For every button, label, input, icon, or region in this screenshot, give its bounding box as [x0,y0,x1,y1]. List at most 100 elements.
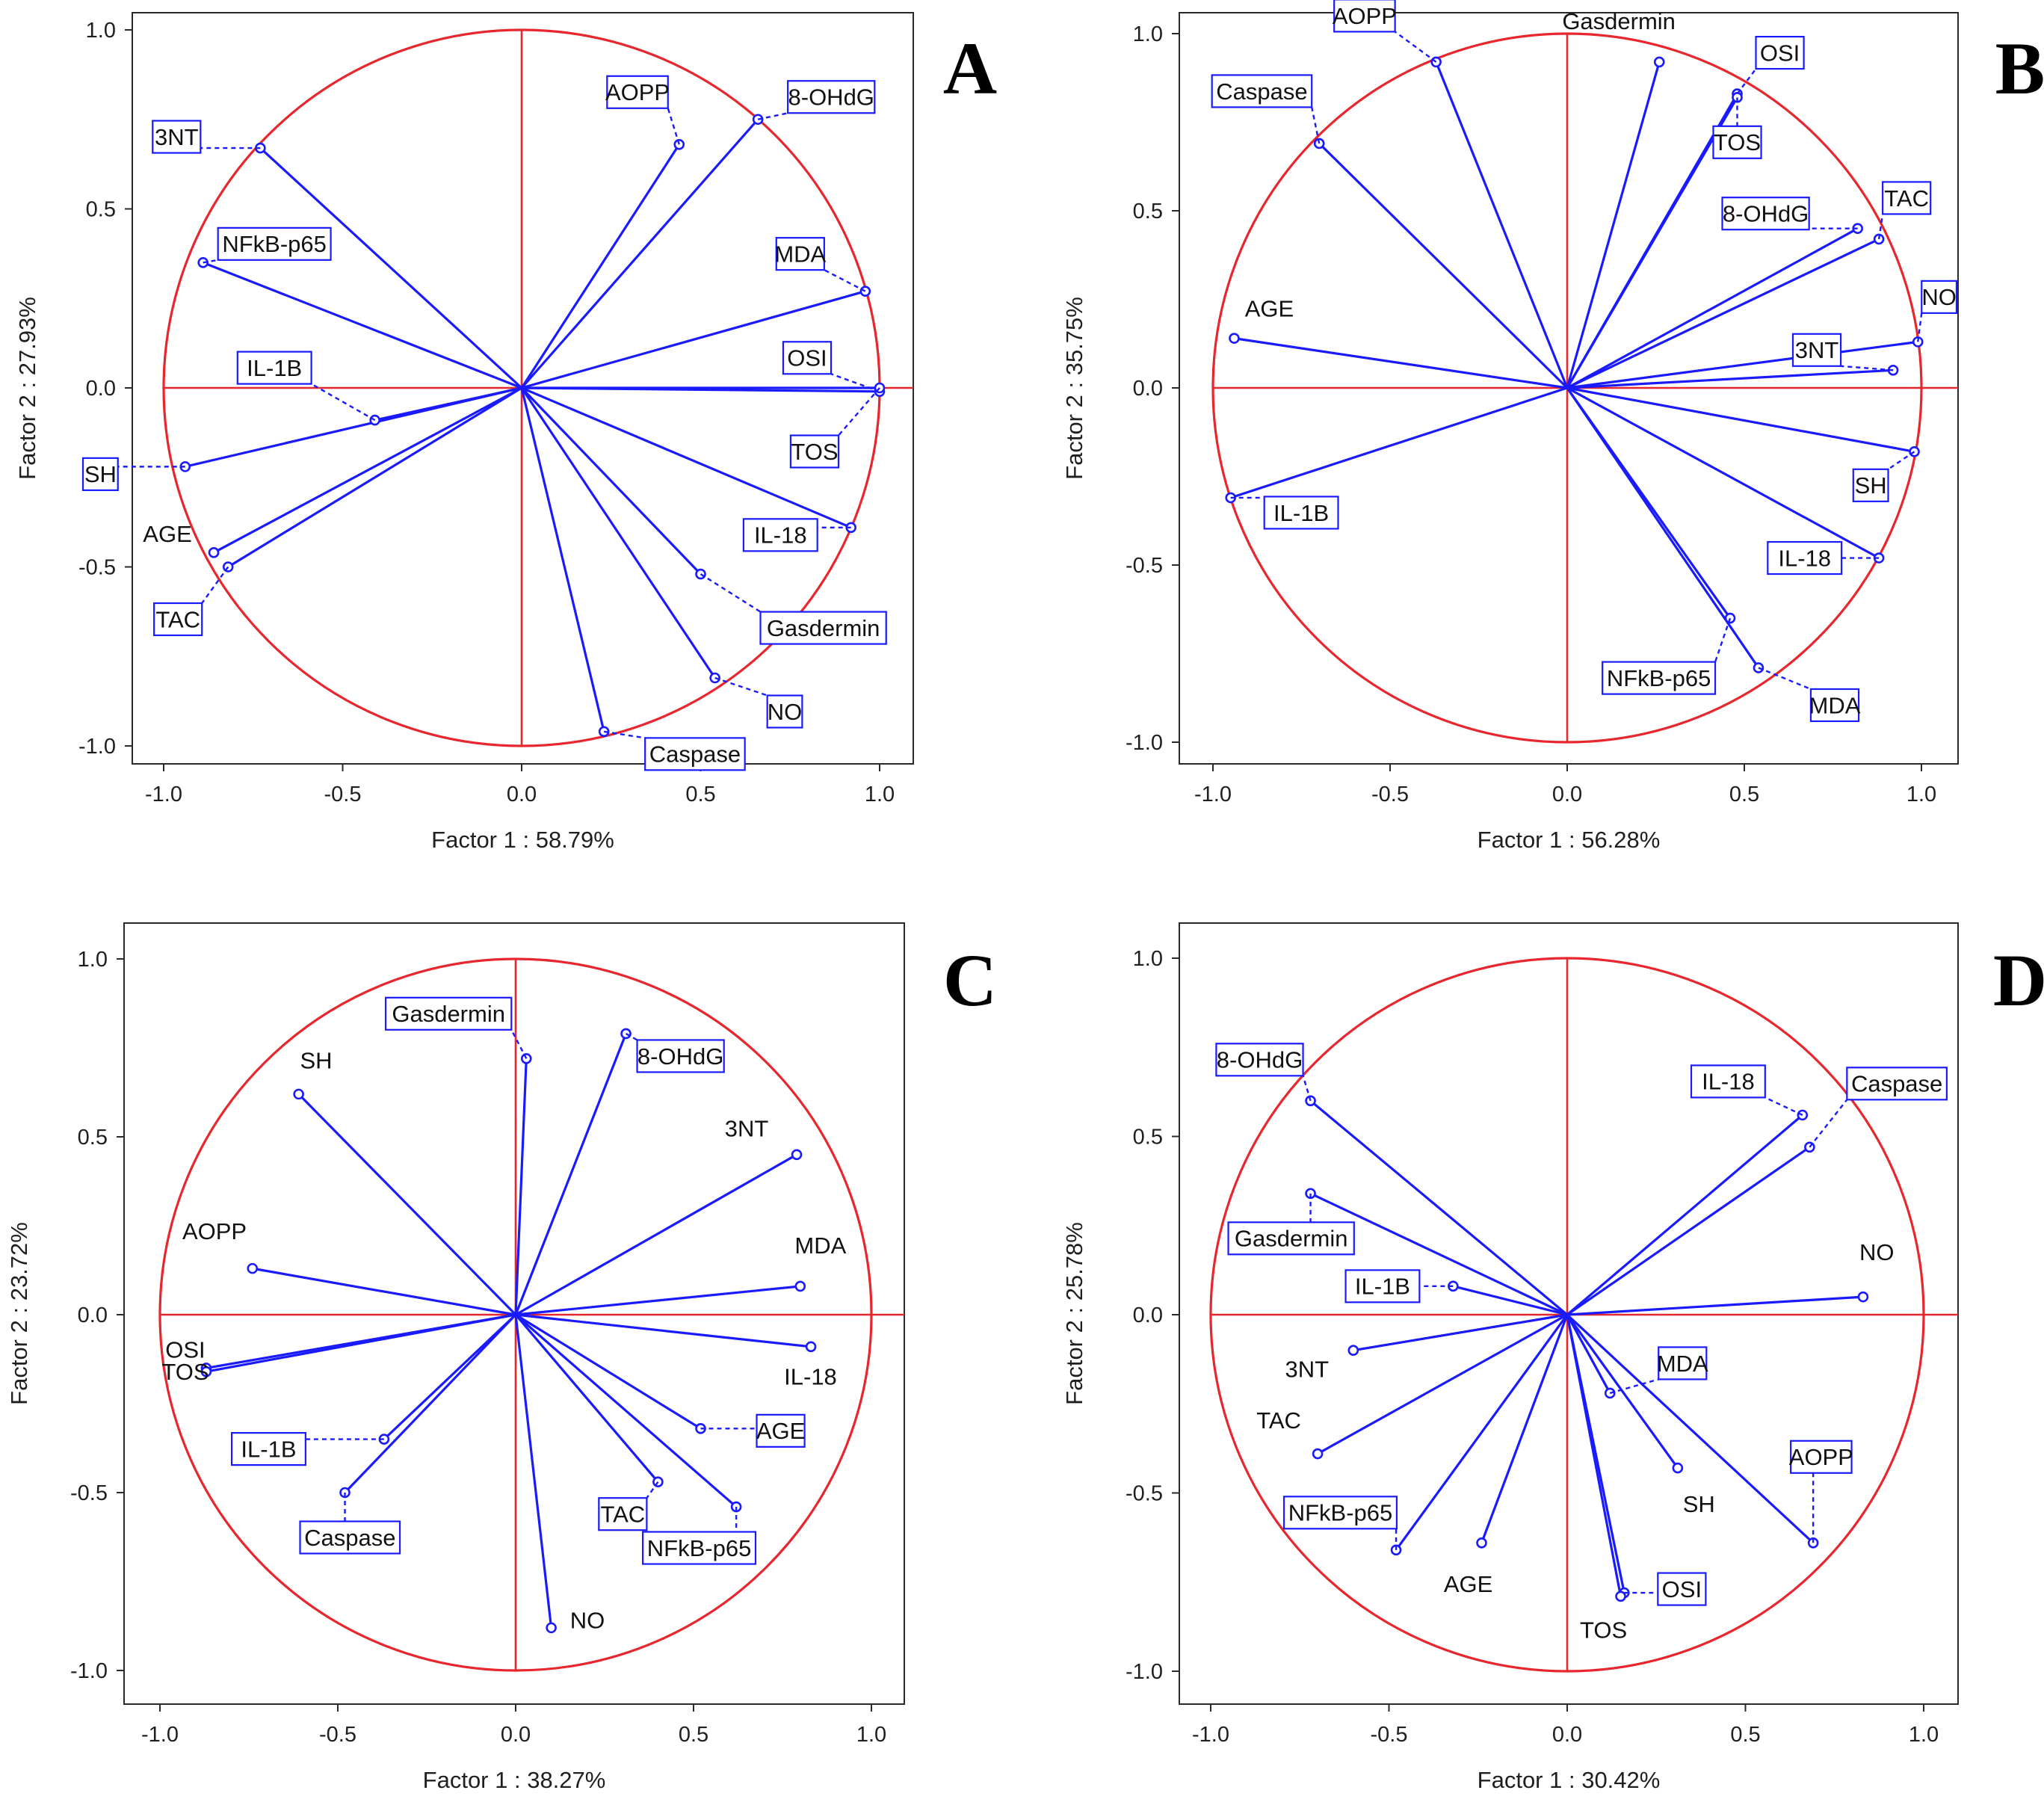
x-tick-label: -1.0 [141,1723,179,1747]
point-mda [794,1280,806,1292]
label-nfkb-p65: NFkB-p65 [1607,665,1711,691]
label-age: AGE [1444,1571,1492,1597]
label-box-nfkb-p65 [1602,661,1717,695]
leader-tac [646,1481,659,1499]
label-box-tac [1882,181,1932,215]
label-gasdermin: Gasdermin [767,615,880,641]
x-tick-label: -1.0 [145,783,182,806]
vector-nfkb-p65 [514,1313,738,1508]
label-box-caspase [644,737,746,771]
x-axis-title: Factor 1 : 30.42% [1478,1767,1661,1793]
point-age [1229,333,1240,344]
y-tick-label: -0.5 [1126,554,1163,578]
vector-3nt [259,146,523,389]
vector-il-18 [1566,1114,1803,1316]
y-tick-label: -0.5 [1126,1482,1163,1506]
vector-il-18 [515,1313,812,1348]
leader-mda [824,269,866,292]
y-tick-label: 0.5 [86,198,116,222]
x-tick-label: -0.5 [1371,783,1409,806]
vector-3nt [1566,368,1894,389]
vector-8-ohdg [1309,1099,1569,1316]
label-il-1b: IL-1B [1273,500,1329,526]
label-age: AGE [756,1418,805,1444]
label-box-gasdermin [759,611,887,645]
leader-gasdermin [510,1029,528,1059]
x-tick-label: 0.5 [679,1723,708,1747]
y-tick-label: 0.0 [1133,1303,1163,1327]
label-box-sh [81,457,119,491]
x-axis-title: Factor 1 : 58.79% [431,827,614,853]
y-tick-label: 1.0 [78,948,108,972]
vector-aopp [1566,1313,1815,1544]
label-box-no [766,694,803,729]
vector-il-1b [1452,1285,1568,1316]
label-no: NO [1859,1239,1895,1265]
y-tick-label: -0.5 [70,1481,108,1505]
vector-tos [206,1313,516,1373]
label-caspase: Caspase [649,741,741,768]
vector-gasdermin [1566,61,1661,389]
y-axis-title: Factor 2 : 25.78% [1061,1222,1087,1405]
y-tick-label: 1.0 [1133,947,1163,971]
label-8-ohdg: 8-OHdG [788,84,874,111]
x-tick-label: 0.5 [685,783,715,806]
label-box-nfkb-p65 [1282,1496,1398,1530]
label-aopp: AOPP [182,1218,247,1244]
y-tick-label: -1.0 [78,735,116,759]
point-gasdermin [1653,56,1665,68]
plot-frame [1179,922,1959,1705]
leader-no [714,676,768,697]
label-gasdermin: Gasdermin [1562,8,1676,34]
label-box-gasdermin [1227,1221,1355,1256]
label-3nt: 3NT [155,124,199,150]
leader-osi [1736,68,1757,95]
y-tick-label: -0.5 [78,556,116,580]
vector-gasdermin [520,386,702,576]
vector-caspase [344,1313,517,1494]
panel-letter: D [1993,939,2044,1022]
label-box-age [756,1413,806,1448]
leader-osi [830,373,880,392]
x-tick-label: -0.5 [319,1723,356,1747]
x-axis-title: Factor 1 : 38.27% [423,1767,606,1793]
vector-3nt [515,1153,797,1316]
x-tick-label: 0.5 [1730,1723,1760,1747]
leader-3nt [1840,365,1894,371]
label-box-nfkb-p65 [217,226,332,261]
panel-letter: C [943,939,997,1022]
label-box-tac [153,602,203,637]
y-tick-label: 0.0 [1133,377,1163,401]
leader-8-ohdg [1302,1075,1312,1102]
label-box-il-1b [1263,496,1339,530]
vector-mda [1566,387,1760,669]
vector-il-18 [1566,386,1880,559]
label-tac: TAC [1884,185,1929,212]
label-box-osi [1755,35,1805,70]
vector-no [1566,340,1918,389]
label-3nt: 3NT [1285,1357,1329,1383]
label-3nt: 3NT [725,1116,769,1142]
vector-aopp [252,1267,516,1316]
leader-8-ohdg [757,112,788,120]
x-tick-label: 0.0 [1552,783,1582,806]
leader-tos [838,387,880,436]
label-nfkb-p65: NFkB-p65 [647,1535,752,1561]
label-box-mda [775,237,825,271]
y-tick-label: -1.0 [1126,1660,1163,1684]
point-3nt [791,1149,803,1161]
label-mda: MDA [1809,692,1861,718]
label-box-mda [1658,1346,1708,1380]
label-no: NO [570,1608,605,1634]
y-tick-label: 1.0 [1133,22,1163,46]
label-il-1b: IL-1B [247,355,302,381]
label-tac: TAC [1256,1407,1301,1434]
label-box-tos [789,434,840,469]
leader-caspase [603,730,646,739]
point-age [1476,1537,1487,1549]
label-8-ohdg: 8-OHdG [1723,201,1809,227]
y-tick-label: 0.5 [1133,1126,1163,1150]
vector-aopp [520,144,681,389]
vector-tac [1566,238,1880,389]
label-box-nfkb-p65 [642,1531,757,1565]
